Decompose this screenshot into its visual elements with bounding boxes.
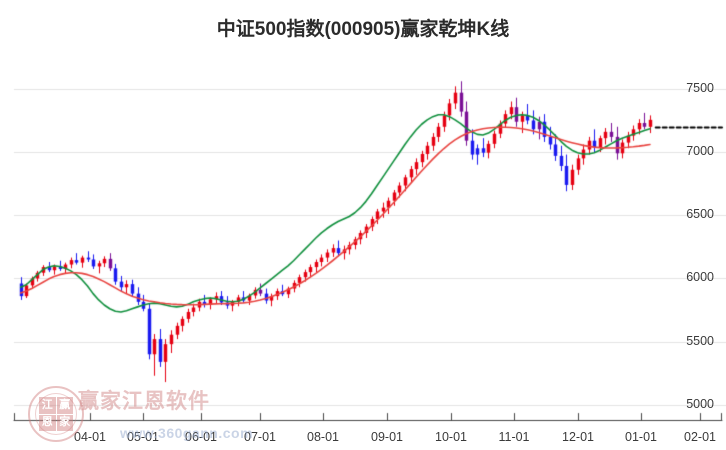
y-axis-tick-label: 7500 xyxy=(686,80,714,95)
x-axis-tick-label: 12-01 xyxy=(562,430,594,444)
y-axis-tick-label: 6500 xyxy=(686,207,714,222)
x-axis-tick-label: 09-01 xyxy=(371,430,403,444)
x-axis-tick-label: 07-01 xyxy=(244,430,276,444)
seal-character: 江 xyxy=(39,397,56,414)
candlestick-canvas[interactable] xyxy=(0,56,726,428)
x-axis-tick-label: 05-01 xyxy=(127,430,159,444)
watermark-brand-text: 赢家江恩软件 xyxy=(78,390,210,413)
chart-plot-area[interactable] xyxy=(0,56,726,428)
seal-character: 恩 xyxy=(39,414,56,431)
x-axis-tick-label: 10-01 xyxy=(435,430,467,444)
y-axis-tick-label: 7000 xyxy=(686,144,714,159)
page-title: 中证500指数(000905)赢家乾坤K线 xyxy=(216,19,510,40)
y-axis-tick-label: 6000 xyxy=(686,270,714,285)
x-axis-tick-label: 01-01 xyxy=(625,430,657,444)
y-axis-tick-label: 5500 xyxy=(686,333,714,348)
seal-character: 赢 xyxy=(56,397,73,414)
y-axis-tick-label: 5000 xyxy=(686,396,714,411)
seal-character: 家 xyxy=(56,414,73,431)
x-axis-tick-label: 06-01 xyxy=(185,430,217,444)
x-axis-tick-label: 04-01 xyxy=(74,430,106,444)
x-axis-tick-label: 02-01 xyxy=(684,430,716,444)
x-axis-tick-label: 08-01 xyxy=(307,430,339,444)
watermark-seal-logo: 江赢恩家 xyxy=(28,386,84,442)
x-axis-tick-label: 11-01 xyxy=(498,430,530,444)
watermark-site-url: www.360gann.com xyxy=(120,425,254,441)
